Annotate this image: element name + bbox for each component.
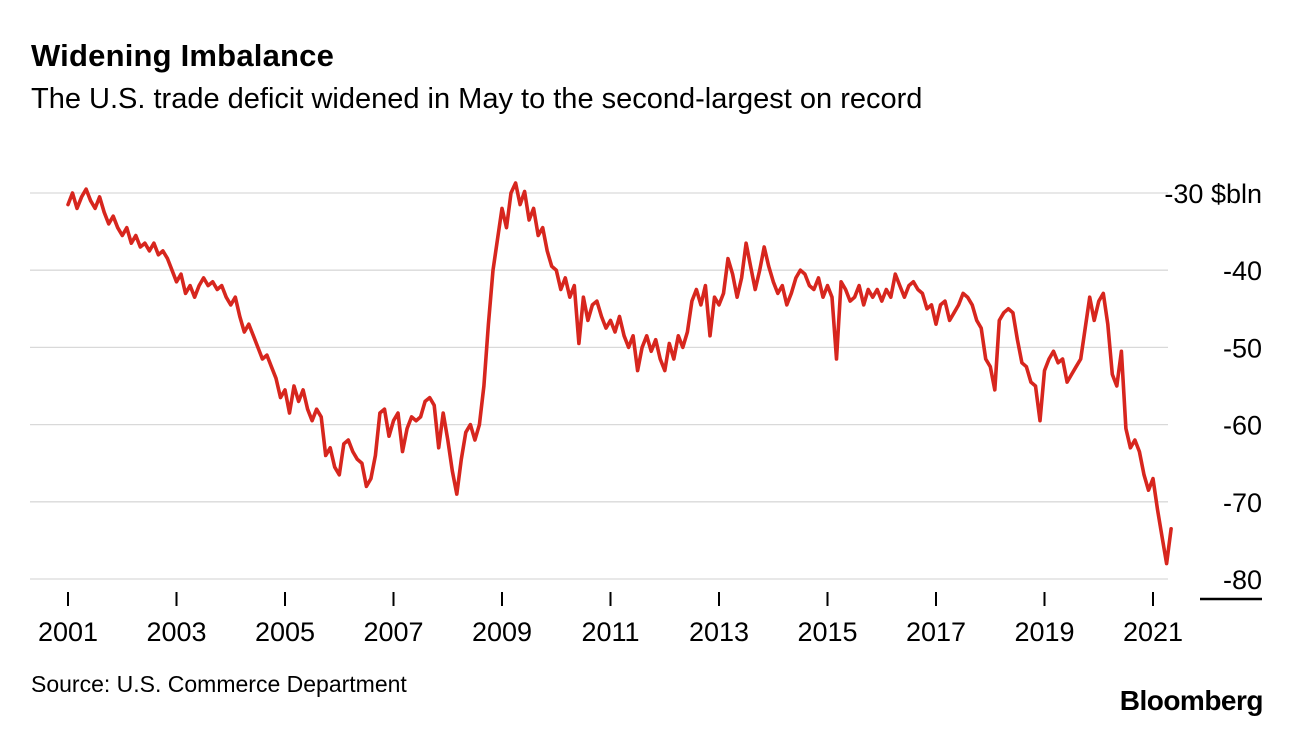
x-axis-tick-label: 2021: [1123, 617, 1183, 647]
x-axis-tick-label: 2011: [581, 617, 639, 647]
x-axis-tick-label: 2017: [906, 617, 966, 647]
x-axis-tick-label: 2013: [689, 617, 749, 647]
chart-title: Widening Imbalance: [31, 38, 335, 73]
bloomberg-logo: Bloomberg: [1119, 685, 1264, 716]
deficit-line-series: [66, 181, 1173, 566]
x-axis-tick-label: 2003: [146, 617, 206, 647]
chart-subtitle: The U.S. trade deficit widened in May to…: [31, 83, 923, 115]
y-axis-tick-label: -60: [1223, 411, 1262, 441]
x-axis-tick-label: 2015: [797, 617, 857, 647]
y-axis-tick-label: -50: [1223, 333, 1262, 363]
y-axis-tick-label: -40: [1223, 256, 1262, 286]
y-axis-tick-label: -80: [1223, 565, 1262, 595]
source-note: Source: U.S. Commerce Department: [31, 671, 407, 697]
x-axis-tick-label: 2001: [38, 617, 98, 647]
x-axis-tick-label: 2009: [472, 617, 532, 647]
x-axis-tick-label: 2019: [1014, 617, 1074, 647]
x-axis-tick-label: 2005: [255, 617, 315, 647]
x-axis-tick-label: 2007: [363, 617, 423, 647]
y-axis-tick-label: -70: [1223, 488, 1262, 518]
y-axis-tick-label: -30 $bln: [1164, 179, 1262, 209]
